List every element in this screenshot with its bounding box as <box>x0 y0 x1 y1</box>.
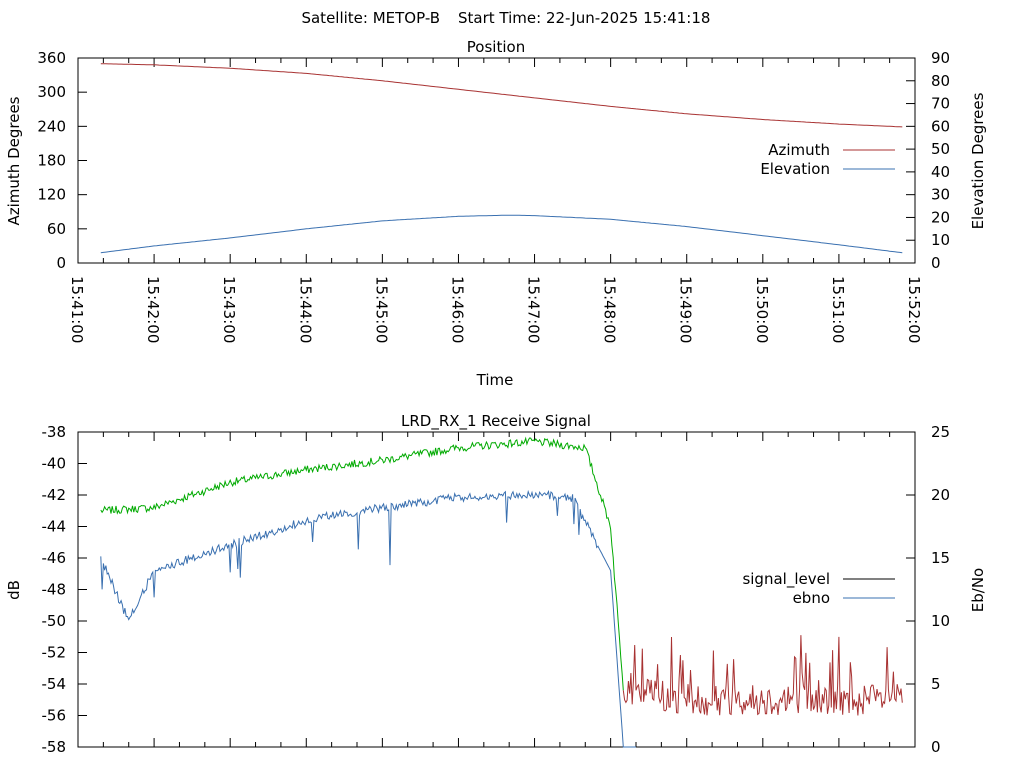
signal-y-left-tick-label: -44 <box>42 518 67 536</box>
signal-y-left-tick-label: -46 <box>42 549 67 567</box>
position-ylabel-right: Elevation Degrees <box>969 92 987 229</box>
position-y-left-tick-label: 240 <box>37 117 66 135</box>
position-y-left-tick-label: 360 <box>37 49 66 67</box>
signal-ylabel-left: dB <box>5 580 23 600</box>
position-y-right-tick-label: 60 <box>931 117 950 135</box>
position-x-tick-label: 15:45:00 <box>372 276 390 343</box>
signal-y-left-tick-label: -58 <box>42 738 67 756</box>
position-title: Position <box>467 38 525 56</box>
signal-y-left-tick-label: -40 <box>42 455 67 473</box>
signal-y-left-tick-label: -54 <box>42 675 67 693</box>
elevation-line <box>100 214 903 254</box>
position-x-tick-label: 15:47:00 <box>525 276 543 343</box>
signal-y-right-tick-label: 20 <box>931 486 950 504</box>
signal-y-left-tick-label: -52 <box>42 644 67 662</box>
position-y-right-tick-label: 90 <box>931 49 950 67</box>
signal-legend-label: signal_level <box>742 570 830 589</box>
position-y-left-tick-label: 300 <box>37 83 66 101</box>
signal-y-right-tick-label: 5 <box>931 675 941 693</box>
signal-y-right-tick-label: 25 <box>931 423 950 441</box>
position-legend-label: Azimuth <box>768 141 830 159</box>
signal-y-left-tick-label: -50 <box>42 612 67 630</box>
signal-level-line-noise <box>622 635 903 716</box>
signal-legend-label: ebno <box>793 589 830 607</box>
signal-y-right-tick-label: 10 <box>931 612 950 630</box>
signal-title: LRD_RX_1 Receive Signal <box>401 412 591 431</box>
signal-y-right-tick-label: 0 <box>931 738 941 756</box>
position-y-right-tick-label: 30 <box>931 186 950 204</box>
position-x-tick-label: 15:43:00 <box>220 276 238 343</box>
position-y-right-tick-label: 10 <box>931 231 950 249</box>
ebno-line <box>100 489 636 748</box>
position-y-left-tick-label: 60 <box>47 220 66 238</box>
signal-ylabel-right: Eb/No <box>969 568 987 612</box>
header-satellite: Satellite: METOP-B <box>301 9 440 27</box>
position-y-right-tick-label: 40 <box>931 163 950 181</box>
position-x-tick-label: 15:41:00 <box>68 276 86 343</box>
position-y-left-tick-label: 120 <box>37 186 66 204</box>
header-start-time: Start Time: 22-Jun-2025 15:41:18 <box>458 9 710 27</box>
signal-level-line-acquired <box>100 436 624 691</box>
position-ylabel-left: Azimuth Degrees <box>5 96 23 225</box>
position-x-tick-label: 15:44:00 <box>296 276 314 343</box>
position-x-tick-label: 15:48:00 <box>601 276 619 343</box>
position-x-tick-label: 15:42:00 <box>144 276 162 343</box>
position-xlabel: Time <box>476 371 514 389</box>
signal-y-right-tick-label: 15 <box>931 549 950 567</box>
position-y-left-tick-label: 180 <box>37 152 66 170</box>
position-y-right-tick-label: 0 <box>931 254 941 272</box>
position-legend-label: Elevation <box>760 160 830 178</box>
position-y-right-tick-label: 70 <box>931 95 950 113</box>
signal-y-left-tick-label: -38 <box>42 423 67 441</box>
signal-y-left-tick-label: -48 <box>42 581 67 599</box>
position-x-tick-label: 15:51:00 <box>829 276 847 343</box>
azimuth-line <box>100 63 903 128</box>
signal-y-left-tick-label: -56 <box>42 707 67 725</box>
signal-y-left-tick-label: -42 <box>42 486 67 504</box>
position-y-right-tick-label: 80 <box>931 72 950 90</box>
position-x-tick-label: 15:46:00 <box>448 276 466 343</box>
position-y-left-tick-label: 0 <box>56 254 66 272</box>
position-x-tick-label: 15:50:00 <box>753 276 771 343</box>
position-x-tick-label: 15:52:00 <box>905 276 923 343</box>
position-y-right-tick-label: 50 <box>931 140 950 158</box>
position-y-right-tick-label: 20 <box>931 208 950 226</box>
position-x-tick-label: 15:49:00 <box>677 276 695 343</box>
